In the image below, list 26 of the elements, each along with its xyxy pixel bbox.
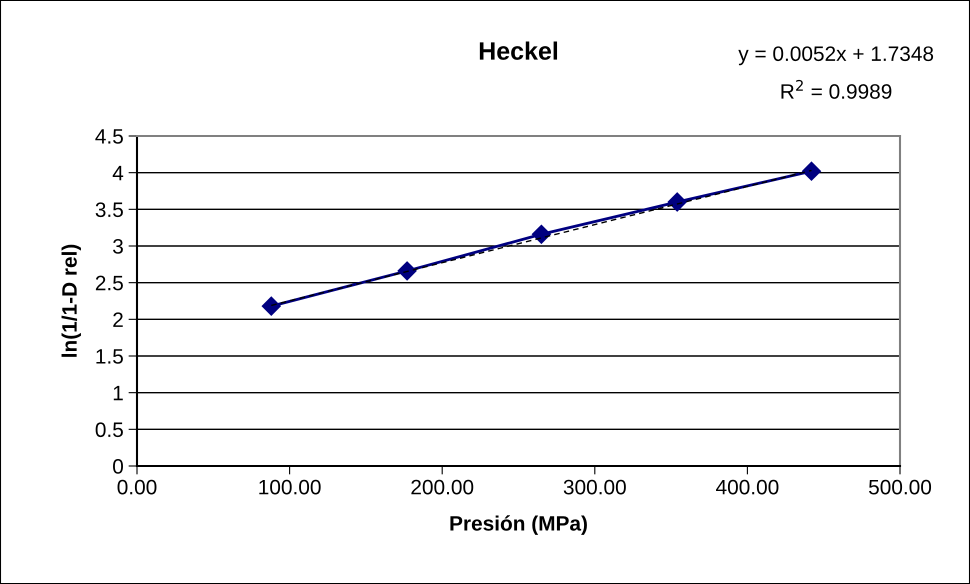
y-tick-label: 4	[112, 166, 124, 180]
x-tick-label: 500.00	[868, 480, 932, 494]
y-tick-label: 3.5	[96, 202, 123, 218]
y-axis-title: ln(1/1-D rel)	[62, 244, 81, 357]
point	[668, 192, 687, 212]
y-tick-label: 4.5	[95, 129, 123, 144]
x-tick-label: 200.00	[411, 480, 474, 494]
chart-title: Heckel	[480, 41, 558, 60]
point	[532, 224, 551, 244]
text: y = 0.0052x + 1.7348	[738, 46, 934, 66]
point	[262, 296, 281, 316]
y-tick-label: 3	[113, 239, 123, 254]
y-tick-label: 0.5	[96, 422, 123, 438]
point	[398, 261, 417, 280]
point	[802, 162, 822, 181]
text: R$^{2}$ = 0.9989	[781, 80, 892, 99]
y-tick-label: 1	[114, 386, 123, 400]
x-tick-label: 100.00	[259, 480, 321, 494]
y-tick-label: 2.5	[96, 276, 123, 290]
x-tick-label: 400.00	[716, 480, 778, 494]
y-tick-label: 2	[113, 312, 123, 327]
y-tick-label: 0	[113, 459, 123, 474]
y-tick-label: 1.5	[96, 349, 123, 364]
x-tick-label: 300.00	[564, 480, 626, 494]
x-tick-label: 0.00	[118, 480, 156, 494]
x-axis-title: Presión (MPa)	[450, 515, 587, 535]
